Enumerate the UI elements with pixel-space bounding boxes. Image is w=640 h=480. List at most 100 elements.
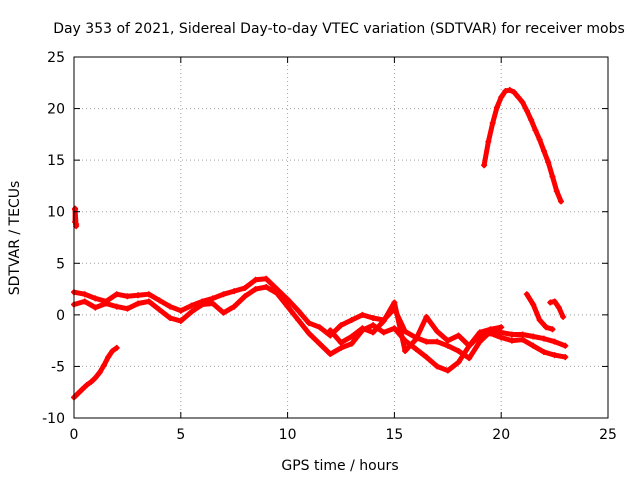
- series-short-end: [547, 298, 567, 320]
- series-short-band: [523, 291, 556, 333]
- data-point: [402, 347, 409, 354]
- data-point: [498, 334, 505, 341]
- y-tick-label: 20: [47, 102, 65, 118]
- chart-title: Day 353 of 2021, Sidereal Day-to-day VTE…: [53, 21, 625, 37]
- y-tick-label: -5: [51, 359, 65, 375]
- data-point: [528, 116, 535, 123]
- data-point: [92, 295, 99, 302]
- data-point: [145, 298, 152, 305]
- data-point: [81, 298, 88, 305]
- data-point: [252, 276, 259, 283]
- data-point: [79, 386, 86, 393]
- series-arc: [481, 87, 565, 205]
- data-point: [423, 313, 430, 320]
- data-point: [188, 302, 195, 309]
- x-tick-label: 20: [492, 427, 510, 443]
- data-point: [348, 333, 355, 340]
- data-point: [305, 320, 312, 327]
- data-point: [515, 94, 522, 101]
- data-point: [100, 362, 107, 369]
- data-point: [434, 363, 441, 370]
- data-point: [241, 293, 248, 300]
- data-point: [338, 344, 344, 351]
- data-point: [391, 325, 398, 332]
- y-tick-label: 25: [47, 50, 65, 66]
- data-point: [92, 304, 99, 311]
- grid-layer: [74, 57, 608, 418]
- data-point: [511, 89, 518, 96]
- data-point: [444, 367, 451, 374]
- data-point: [295, 317, 302, 324]
- data-point: [338, 339, 344, 346]
- data-point: [502, 88, 509, 95]
- data-point: [444, 342, 451, 349]
- data-point: [316, 340, 323, 347]
- data-point: [519, 331, 526, 338]
- data-point: [348, 340, 355, 347]
- data-point: [493, 104, 500, 111]
- data-point: [167, 303, 174, 310]
- x-tick-label: 5: [176, 427, 185, 443]
- x-tick-label: 0: [70, 427, 79, 443]
- data-point: [231, 288, 238, 295]
- data-point: [508, 337, 515, 344]
- data-point: [124, 305, 131, 312]
- data-point: [455, 332, 462, 339]
- data-point: [209, 295, 216, 302]
- data-point: [263, 284, 270, 291]
- data-point: [549, 173, 556, 180]
- data-point: [305, 330, 312, 337]
- data-point: [545, 159, 552, 166]
- y-tick-label: 10: [47, 205, 65, 221]
- data-layer: [71, 87, 569, 401]
- y-tick-label: 5: [56, 256, 65, 272]
- data-point: [220, 291, 227, 298]
- data-point: [124, 293, 131, 300]
- data-point: [156, 297, 163, 304]
- data-point: [273, 290, 280, 297]
- data-point: [113, 291, 120, 298]
- data-point: [466, 342, 473, 349]
- y-tick-label: -10: [42, 411, 65, 427]
- data-point: [177, 318, 184, 325]
- data-point: [543, 324, 550, 331]
- series-early-segment: [71, 344, 120, 401]
- data-point: [109, 347, 116, 354]
- series-band-b: [71, 284, 569, 374]
- data-point: [560, 313, 567, 320]
- data-point: [156, 306, 163, 313]
- y-tick-label: 15: [47, 153, 65, 169]
- x-tick-label: 10: [279, 427, 297, 443]
- data-point: [209, 300, 216, 307]
- data-point: [423, 354, 430, 361]
- data-point: [295, 307, 302, 314]
- tick-layer: 0 5 10 15 20 25 -10 -5 0 5 10 15 20 25: [42, 50, 617, 443]
- data-point: [506, 87, 513, 94]
- data-point: [562, 342, 569, 349]
- data-point: [444, 337, 451, 344]
- data-point: [519, 99, 526, 106]
- data-point: [348, 317, 355, 324]
- data-point: [540, 335, 547, 342]
- data-point: [370, 314, 377, 321]
- data-point: [231, 303, 238, 310]
- data-point: [536, 136, 543, 143]
- data-point: [487, 326, 494, 333]
- data-point: [498, 329, 505, 336]
- data-point: [188, 308, 195, 315]
- data-point: [489, 120, 496, 127]
- data-point: [530, 333, 537, 340]
- data-point: [485, 138, 492, 145]
- data-point: [412, 345, 419, 352]
- data-point: [145, 291, 152, 298]
- data-point: [327, 351, 334, 358]
- plot-frame: [73, 56, 609, 419]
- data-point: [553, 188, 560, 195]
- data-point: [359, 325, 366, 332]
- data-point: [532, 127, 539, 134]
- data-point: [103, 300, 110, 307]
- data-point: [92, 374, 99, 381]
- x-tick-label: 25: [599, 427, 617, 443]
- data-point: [540, 147, 547, 154]
- data-point: [380, 329, 387, 336]
